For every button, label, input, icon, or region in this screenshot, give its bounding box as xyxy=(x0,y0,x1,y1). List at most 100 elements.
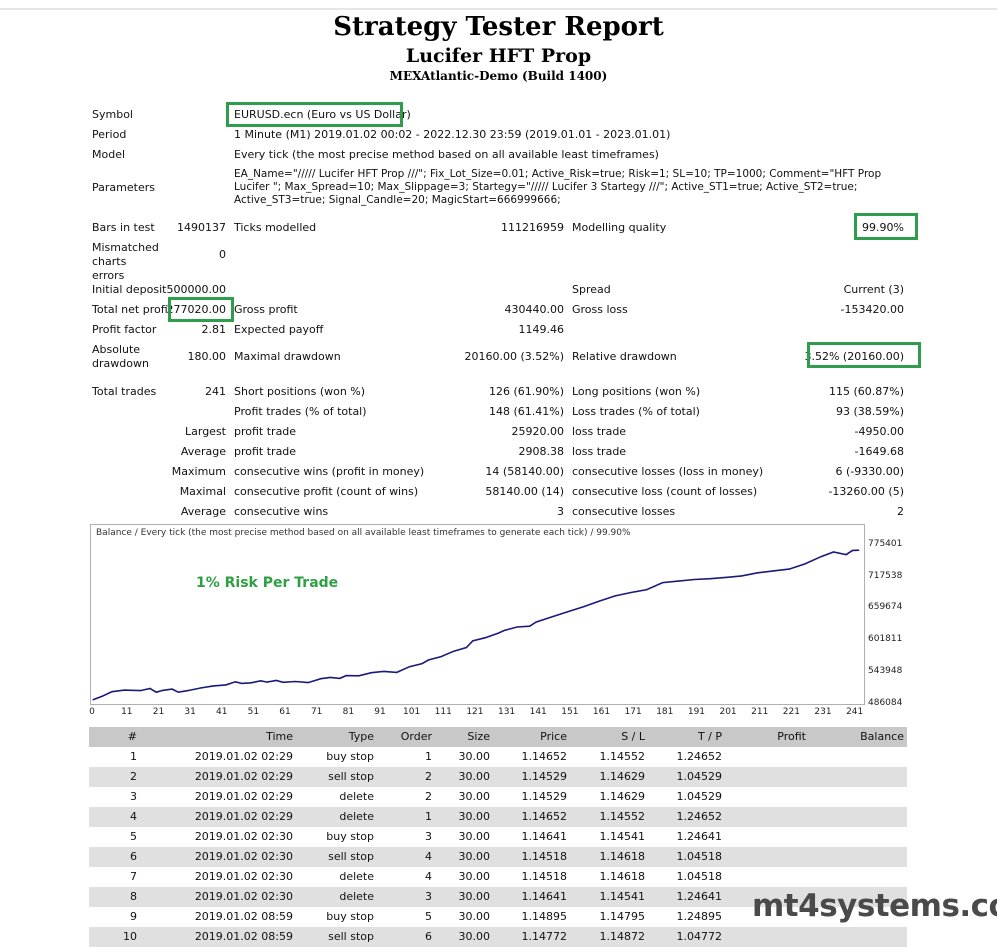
y-tick-label: 486084 xyxy=(868,698,903,708)
balance-point xyxy=(741,575,743,577)
balance-point xyxy=(358,675,360,677)
balance-chart-svg xyxy=(92,549,860,701)
order-number-header: # xyxy=(127,730,137,743)
balance-point xyxy=(516,626,518,628)
maximum-label: Maximum xyxy=(171,465,226,478)
balance-point xyxy=(421,663,423,665)
balance-point xyxy=(266,681,268,683)
balance-point xyxy=(139,690,142,692)
expected-payoff-value: 1149.46 xyxy=(518,323,565,336)
x-tick-label: 81 xyxy=(342,707,355,717)
chart-caption: Balance / Every tick (the most precise m… xyxy=(96,528,631,538)
top-divider xyxy=(0,8,997,10)
order-time: 2019.01.02 02:29 xyxy=(194,790,293,803)
order-price: 1.14529 xyxy=(521,770,568,783)
balance-point xyxy=(177,691,179,693)
balance-point xyxy=(646,589,648,591)
order-id: 1 xyxy=(425,750,432,763)
order-sl: 1.14795 xyxy=(599,910,646,923)
balance-point xyxy=(260,680,262,682)
ea-name: Lucifer HFT Prop xyxy=(405,45,592,67)
avg-wins-label: consecutive wins xyxy=(234,505,329,518)
order-size-header: Size xyxy=(467,730,490,743)
loss-trades-value: 93 (38.59%) xyxy=(835,405,904,418)
order-type: delete xyxy=(339,870,374,883)
order-price: 1.14641 xyxy=(521,890,568,903)
order-type: buy stop xyxy=(326,910,374,923)
average-profit-value: 2908.38 xyxy=(518,445,565,458)
x-tick-label: 161 xyxy=(592,707,611,717)
order-time: 2019.01.02 02:30 xyxy=(194,870,293,883)
order-type: sell stop xyxy=(328,850,374,863)
spread-label: Spread xyxy=(572,283,611,296)
order-id-header: Order xyxy=(400,730,432,743)
table-row: 4 2019.01.02 02:29 delete 1 30.00 1.14652 1.14… xyxy=(89,807,907,827)
balance-point xyxy=(345,675,347,677)
order-time: 2019.01.02 02:29 xyxy=(194,810,293,823)
order-tp: 1.24895 xyxy=(676,910,723,923)
balance-point xyxy=(307,682,309,684)
profit-trades-value: 148 (61.41%) xyxy=(488,405,564,418)
largest-loss-label: loss trade xyxy=(572,425,627,438)
balance-point xyxy=(582,606,585,608)
order-time: 2019.01.02 08:59 xyxy=(194,910,293,923)
symbol-value: EURUSD.ecn (Euro vs US Dollar) xyxy=(234,108,411,121)
x-tick-label: 91 xyxy=(374,707,386,717)
order-tp: 1.04518 xyxy=(676,870,723,883)
x-tick-label: 21 xyxy=(152,707,165,717)
balance-point xyxy=(709,578,711,580)
order-type-header: Type xyxy=(348,730,374,743)
order-price: 1.14652 xyxy=(521,810,568,823)
maximal-profit-value: 58140.00 (14) xyxy=(485,485,564,498)
balance-point xyxy=(339,677,341,679)
gross-profit-label: Gross profit xyxy=(234,303,298,316)
balance-point xyxy=(772,570,775,572)
model-label: Model xyxy=(92,148,126,161)
x-tick-label: 41 xyxy=(216,707,228,717)
initial-deposit-value: 500000.00 xyxy=(166,283,227,296)
balance-point xyxy=(529,625,531,627)
order-size: 30.00 xyxy=(458,750,491,763)
bars-value: 1490137 xyxy=(177,221,226,234)
balance-point xyxy=(101,695,104,697)
order-id: 5 xyxy=(425,910,432,923)
report-title: Strategy Tester Report xyxy=(333,12,664,42)
order-number: 5 xyxy=(130,830,137,843)
balance-point xyxy=(124,689,126,691)
balance-point xyxy=(427,659,429,661)
order-size: 30.00 xyxy=(458,770,491,783)
balance-point xyxy=(630,591,632,594)
x-tick-label: 71 xyxy=(310,707,323,717)
balance-point xyxy=(234,681,236,683)
x-tick-label: 11 xyxy=(121,707,133,717)
watermark: mt4systems.com xyxy=(752,888,997,924)
balance-point xyxy=(820,556,822,558)
balance-point xyxy=(171,688,173,690)
order-tp: 1.04529 xyxy=(676,790,723,803)
x-tick-label: 141 xyxy=(529,707,547,717)
balance-point xyxy=(567,611,569,613)
order-price: 1.14652 xyxy=(521,750,568,763)
order-price: 1.14529 xyxy=(521,790,568,803)
quality-value: 99.90% xyxy=(862,221,904,234)
average-loss-value: -1649.68 xyxy=(854,445,904,458)
long-label: Long positions (won %) xyxy=(572,385,701,398)
balance-point xyxy=(250,682,252,684)
order-number: 8 xyxy=(130,890,137,903)
order-size: 30.00 xyxy=(458,890,491,903)
x-tick-label: 131 xyxy=(497,707,516,717)
abs-dd-value: 180.00 xyxy=(187,350,227,363)
table-row: 5 2019.01.02 02:30 buy stop 3 30.00 1.14641 1.… xyxy=(89,827,907,847)
order-size: 30.00 xyxy=(458,790,491,803)
order-number: 9 xyxy=(130,910,137,923)
balance-point xyxy=(804,563,806,565)
table-row: 1 2019.01.02 02:29 buy stop 1 30.00 1.14652 1.… xyxy=(89,747,907,767)
order-tp: 1.04518 xyxy=(676,850,723,863)
balance-point xyxy=(440,656,442,658)
period-value: 1 Minute (M1) 2019.01.02 00:02 - 2022.12… xyxy=(234,128,671,141)
x-tick-label: 0 xyxy=(89,707,95,717)
balance-point xyxy=(693,578,695,581)
order-sl: 1.14552 xyxy=(599,750,646,763)
x-tick-label: 111 xyxy=(434,707,452,717)
balance-point xyxy=(383,670,385,672)
